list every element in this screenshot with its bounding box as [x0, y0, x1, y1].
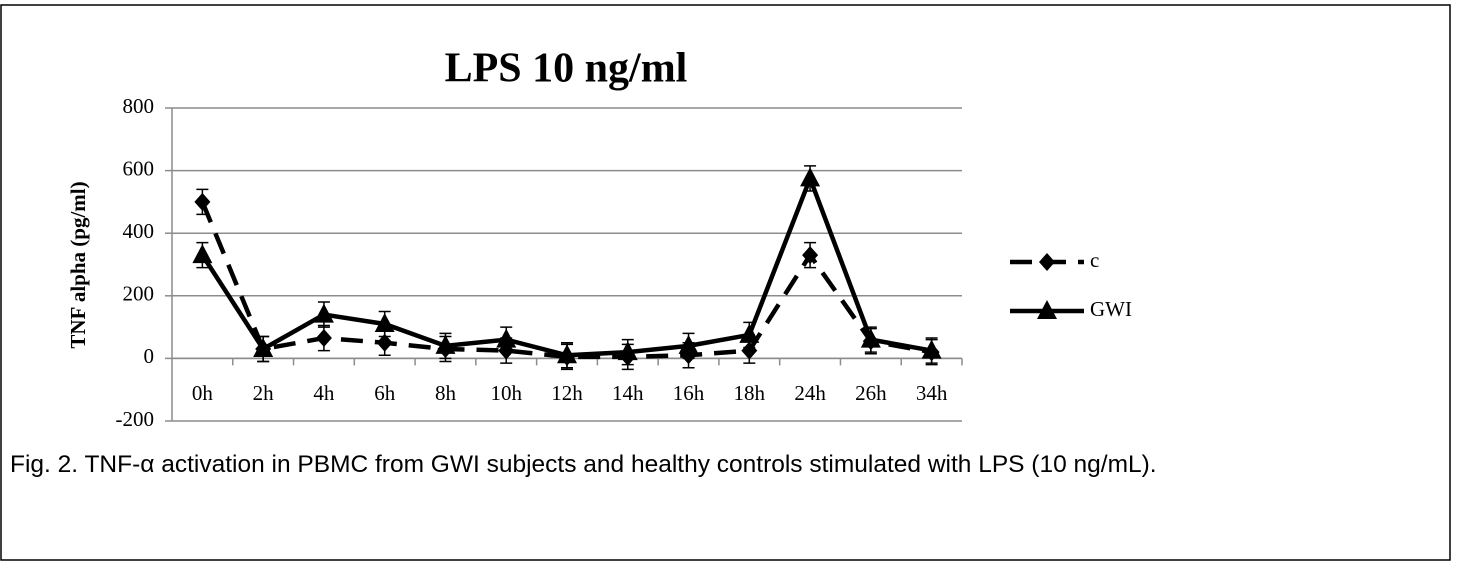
- legend-label: GWI: [1090, 297, 1132, 321]
- marker: [741, 341, 758, 360]
- x-tick-label: 8h: [435, 381, 457, 405]
- marker: [617, 341, 638, 361]
- y-axis-label: TNF alpha (pg/ml): [66, 181, 90, 348]
- y-tick-label: -200: [116, 407, 155, 431]
- marker: [802, 246, 819, 265]
- series-line: [200, 172, 933, 358]
- marker: [194, 192, 211, 211]
- marker: [374, 312, 395, 332]
- y-tick-label: 800: [123, 94, 155, 118]
- caption: Fig. 2. TNF-α activation in PBMC from GW…: [10, 451, 1157, 478]
- series-line: [200, 201, 933, 360]
- legend-label: c: [1090, 248, 1099, 272]
- marker: [253, 338, 274, 358]
- x-tick-label: 6h: [374, 381, 396, 405]
- legend-marker: [1039, 253, 1055, 271]
- marker: [376, 333, 393, 352]
- frame: [0, 4, 1451, 561]
- x-tick-label: 14h: [612, 381, 644, 405]
- marker: [315, 329, 332, 348]
- x-tick-label: 10h: [490, 381, 522, 405]
- legend-marker: [1037, 300, 1057, 319]
- x-tick-label: 12h: [551, 381, 583, 405]
- x-tick-label: 18h: [734, 381, 766, 405]
- x-tick-label: 2h: [253, 381, 275, 405]
- y-tick-label: 400: [123, 219, 155, 243]
- y-tick-label: 600: [123, 156, 155, 180]
- marker: [921, 339, 942, 359]
- x-tick-label: 34h: [916, 381, 948, 405]
- marker: [313, 303, 334, 323]
- x-tick-label: 4h: [313, 381, 335, 405]
- x-tick-label: 16h: [673, 381, 705, 405]
- marker: [800, 167, 821, 187]
- x-tick-label: 26h: [855, 381, 887, 405]
- chart-title: LPS 10 ng/ml: [445, 46, 688, 92]
- marker: [557, 344, 577, 364]
- marker: [192, 244, 213, 264]
- marker: [678, 334, 699, 354]
- y-tick-label: 200: [123, 282, 155, 306]
- marker: [496, 328, 517, 348]
- marker: [860, 328, 881, 348]
- x-tick-label: 24h: [794, 381, 826, 405]
- y-tick-label: 0: [144, 344, 155, 368]
- marker: [739, 323, 760, 343]
- marker: [435, 334, 456, 354]
- x-tick-label: 0h: [192, 381, 214, 405]
